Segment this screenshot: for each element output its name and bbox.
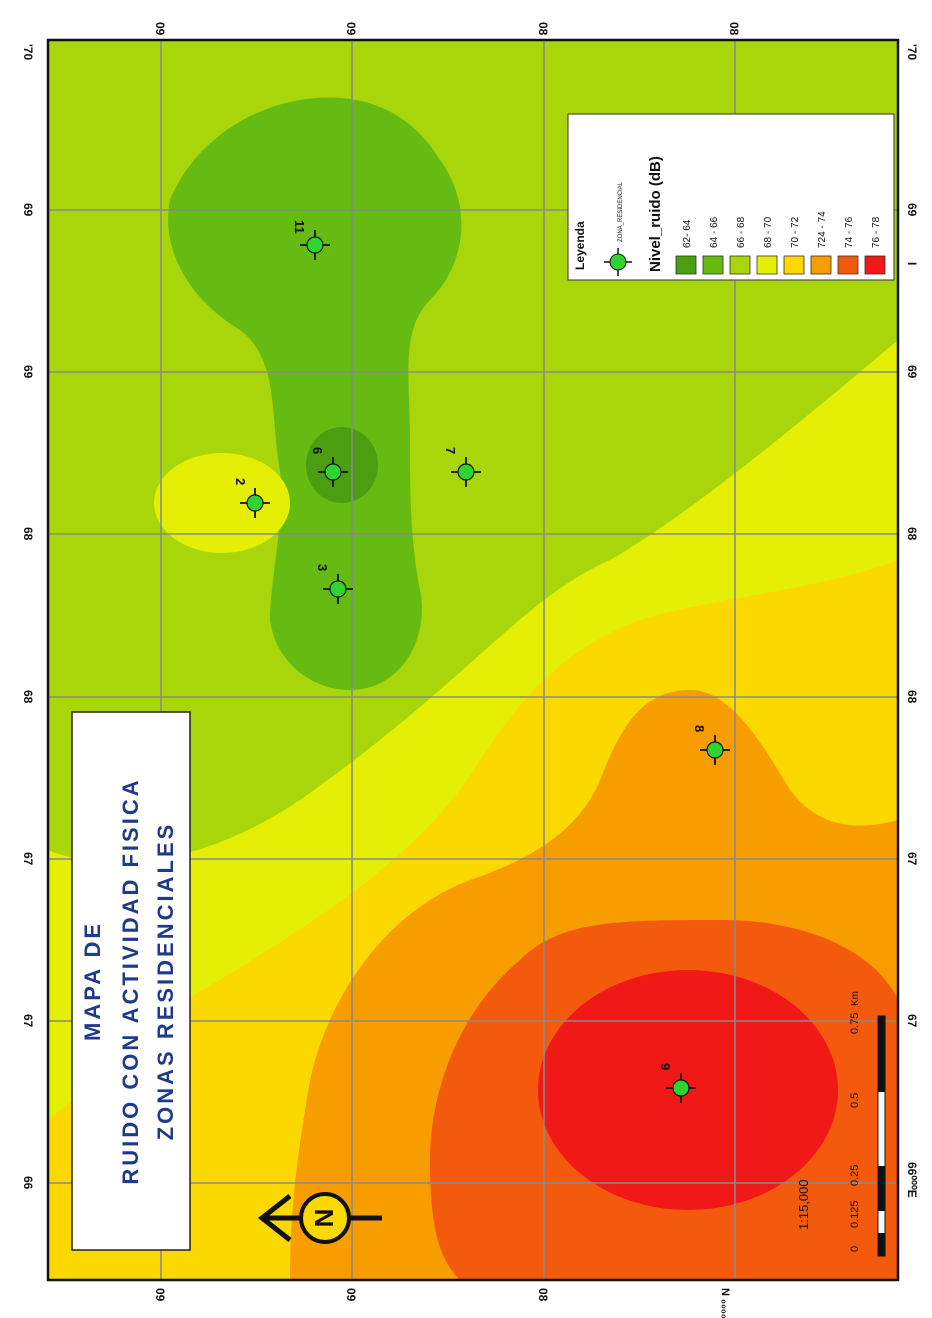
monitoring-point: 2 (233, 478, 270, 518)
right-tick: 67 (905, 1014, 919, 1028)
zone-64-66 (168, 97, 462, 690)
legend-class-label: 724 - 74 (817, 211, 828, 248)
legend-classes: 62- 64 64 - 66 66 - 68 68 - 70 70 - 72 724 - … (675, 211, 886, 275)
north-arrow-icon: N (257, 1192, 382, 1244)
scale-tick: 0.75 (849, 1013, 861, 1034)
title-line-2: RUIDO CON ACTIVIDAD FISICA (118, 777, 143, 1184)
monitoring-point: 3 (315, 564, 353, 604)
bottom-tick: 08 (536, 1288, 550, 1302)
left-tick-labels: 66 67 67 68 68 69 69 '70 (21, 44, 35, 1190)
monitoring-point: 6 (310, 447, 348, 487)
right-tick: 68 (905, 527, 919, 541)
monitoring-point: 8 (692, 725, 730, 765)
right-tick: 67 (905, 852, 919, 866)
north-label: N (309, 1209, 339, 1228)
zone-62-64 (306, 427, 378, 503)
map-title: MAPA DE RUIDO CON ACTIVIDAD FISICA ZONAS… (71, 711, 191, 1251)
monitoring-point: 11 (292, 220, 330, 260)
zone-68-70-spot (154, 453, 290, 553)
legend-class-label: 76 - 78 (871, 216, 882, 248)
legend-swatch (729, 255, 751, 275)
monitoring-point: 7 (443, 447, 481, 487)
monitoring-points: 2 3 6 7 8 9 11 (233, 220, 730, 1103)
scale-bar: 0 0.125 0.25 0.5 0.75 Km 1:15,000 (796, 991, 886, 1257)
point-label: 3 (315, 564, 330, 571)
legend: Leyenda ZONA_RESIDENCIAL Nivel_ruido (dB… (567, 113, 895, 281)
left-tick: 68 (21, 527, 35, 541)
legend-swatch (837, 255, 859, 275)
top-tick: 09 (344, 22, 358, 36)
scale-tick: 0 (849, 1246, 861, 1252)
bottom-tick: 09 (344, 1288, 358, 1302)
legend-swatch (810, 255, 832, 275)
left-tick: 66 (21, 1176, 35, 1190)
bottom-tick-labels: 09 09 08 N ₀₀₀₀80₀ (153, 1288, 731, 1318)
left-tick: 68 (21, 690, 35, 704)
left-tick: '70 (21, 44, 35, 61)
legend-title: Leyenda (573, 221, 587, 270)
right-tick: 68 (905, 690, 919, 704)
legend-swatch (783, 255, 805, 275)
left-tick: 67 (21, 852, 35, 866)
right-tick: 69 (905, 203, 919, 217)
top-tick: 08 (536, 22, 550, 36)
legend-swatch (702, 255, 724, 275)
scale-unit: Km (850, 991, 861, 1006)
legend-swatch (675, 255, 697, 275)
point-label: 9 (658, 1063, 673, 1070)
legend-class-label: 74 - 76 (844, 216, 855, 248)
right-tick: 69 (905, 365, 919, 379)
legend-class-label: 64 - 66 (709, 216, 720, 248)
legend-class-label: 62- 64 (682, 219, 693, 248)
top-tick: 09 (153, 22, 167, 36)
legend-swatch (756, 255, 778, 275)
scale-tick: 0.125 (849, 1200, 861, 1228)
legend-point-symbol-icon (604, 248, 632, 276)
scale-ratio: 1:15,000 (796, 1179, 811, 1230)
map-frame (46, 38, 900, 1282)
legend-swatch (864, 255, 886, 275)
legend-field-title: Nivel_ruido (dB) (647, 156, 664, 272)
right-tick-labels: 66⁰⁰⁰E 67 67 68 68 69 69 '70 I (905, 44, 919, 1198)
bottom-tick: 09 (153, 1288, 167, 1302)
bottom-tick: N ₀₀₀₀80₀ (719, 1288, 731, 1318)
legend-symbol-label: ZONA_RESIDENCIAL (618, 181, 624, 242)
monitoring-point: 9 (658, 1063, 696, 1103)
point-label: 2 (233, 478, 248, 485)
right-extra-mark: I (905, 262, 919, 265)
point-label: 7 (443, 447, 458, 454)
top-tick: 08 (727, 22, 741, 36)
left-tick: 69 (21, 365, 35, 379)
legend-class-label: 68 - 70 (763, 216, 774, 248)
title-line-3: ZONAS RESIDENCIALES (153, 822, 178, 1141)
scale-tick: 0.25 (849, 1165, 861, 1186)
legend-class-label: 70 - 72 (790, 216, 801, 248)
legend-class-label: 66 - 68 (736, 216, 747, 248)
point-label: 6 (310, 447, 325, 454)
top-tick-labels: 09 09 08 08 (153, 22, 741, 36)
left-tick: 69 (21, 203, 35, 217)
title-line-1: MAPA DE (80, 921, 105, 1041)
point-label: 8 (692, 725, 707, 732)
right-tick: 66⁰⁰⁰E (905, 1162, 919, 1198)
scale-tick: 0.5 (849, 1093, 861, 1108)
point-label: 11 (292, 220, 307, 234)
left-tick: 67 (21, 1014, 35, 1028)
right-tick: '70 (905, 44, 919, 61)
